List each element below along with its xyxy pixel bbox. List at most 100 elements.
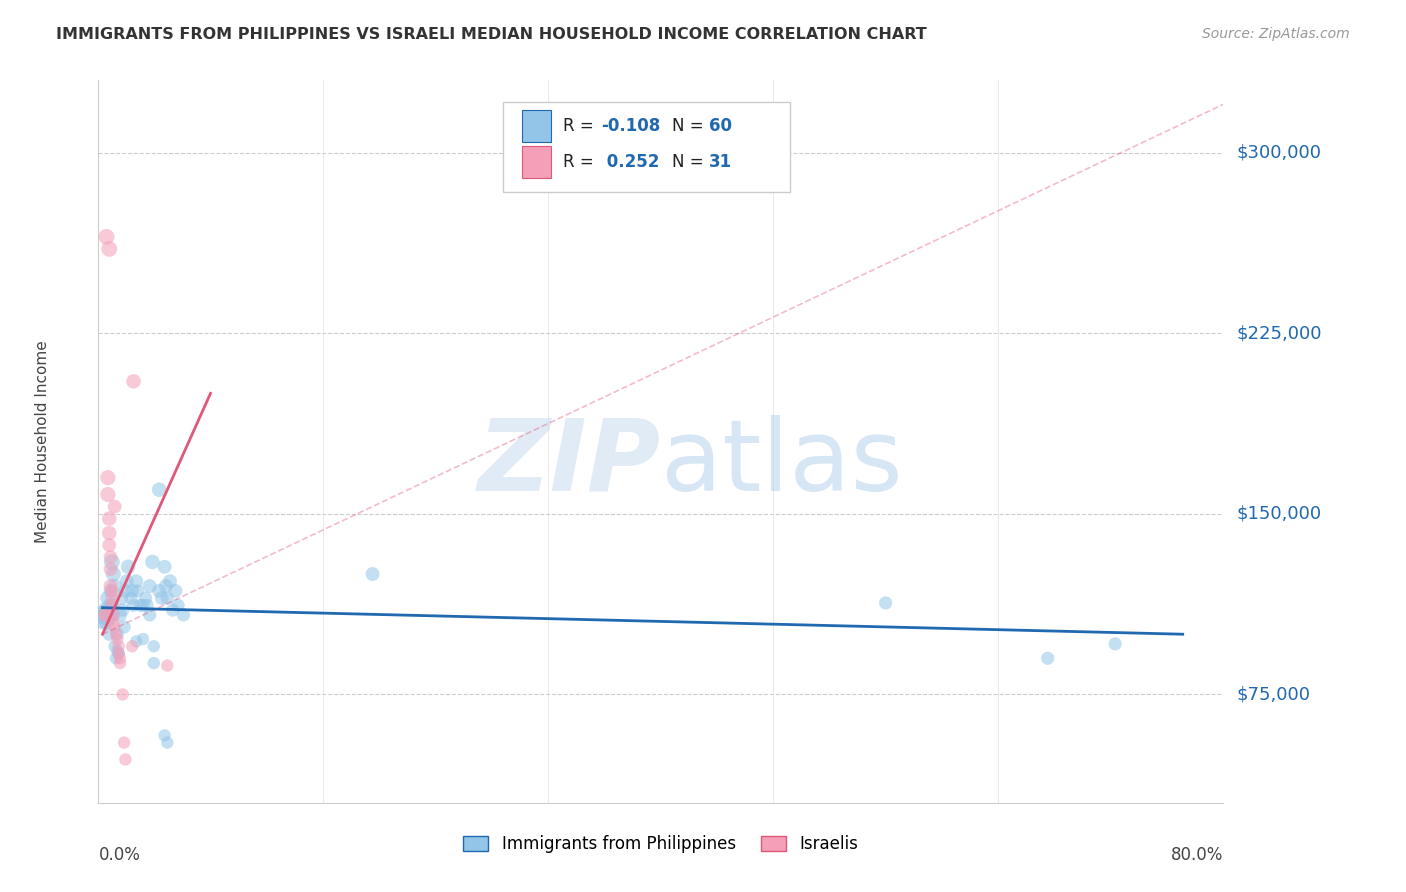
Point [98,526,121,541]
Point [104,579,127,593]
Point [100,550,122,565]
Point [114,752,136,766]
Point [105,644,128,658]
Point [148,583,170,598]
Point [153,559,176,574]
Point [148,483,170,497]
Point [167,599,190,613]
Point [1036,651,1059,665]
Point [125,634,148,648]
Point [127,583,149,598]
Point [101,555,124,569]
Point [97,487,120,501]
Text: $300,000: $300,000 [1237,144,1322,161]
Text: N =: N = [672,153,709,171]
Point [94,607,117,622]
Text: IMMIGRANTS FROM PHILIPPINES VS ISRAELI MEDIAN HOUSEHOLD INCOME CORRELATION CHART: IMMIGRANTS FROM PHILIPPINES VS ISRAELI M… [56,27,927,42]
Point [101,599,124,613]
Point [141,555,163,569]
Point [98,511,121,525]
Point [93,610,115,624]
Point [114,583,136,598]
Legend: Immigrants from Philippines, Israelis: Immigrants from Philippines, Israelis [457,828,865,860]
Point [159,574,181,589]
Point [101,591,124,606]
Point [112,735,135,749]
Point [361,567,384,582]
Point [97,591,120,606]
Point [136,599,159,613]
Point [100,607,122,622]
Text: Source: ZipAtlas.com: Source: ZipAtlas.com [1202,27,1350,41]
Text: $150,000: $150,000 [1237,505,1322,523]
Point [173,607,195,622]
Point [155,579,177,593]
Point [103,615,125,630]
Point [98,599,121,613]
Point [129,599,152,613]
Point [103,607,125,622]
Text: N =: N = [672,117,709,135]
Text: 0.252: 0.252 [602,153,659,171]
Point [97,471,120,485]
Point [132,599,155,613]
Text: $225,000: $225,000 [1237,324,1322,343]
Point [135,591,157,606]
Text: -0.108: -0.108 [602,117,661,135]
Point [115,574,138,589]
Point [162,603,184,617]
Point [121,639,143,653]
Text: $75,000: $75,000 [1237,685,1310,704]
Point [138,607,160,622]
Point [101,583,124,598]
Point [111,687,134,701]
Point [111,603,134,617]
Point [103,607,125,622]
Text: 0.0%: 0.0% [98,847,141,864]
Point [97,607,120,622]
Text: R =: R = [562,153,599,171]
Text: 31: 31 [709,153,733,171]
Point [98,242,121,256]
Point [104,620,127,634]
Point [156,735,179,749]
Point [108,651,131,665]
Point [105,632,128,646]
Point [142,639,165,653]
Point [122,599,145,613]
Point [103,567,125,582]
Point [104,651,127,665]
Point [107,647,129,661]
Point [110,591,132,606]
Text: atlas: atlas [661,415,903,512]
Point [150,591,173,606]
Point [96,615,118,630]
Point [156,658,179,673]
Point [125,574,148,589]
Text: ZIP: ZIP [478,415,661,512]
Point [107,647,129,661]
Point [875,596,897,610]
Point [100,583,122,598]
Point [96,607,118,622]
Text: 60: 60 [709,117,733,135]
Point [153,728,176,742]
Point [100,562,122,576]
Point [94,607,117,622]
Point [105,627,128,641]
Point [96,603,118,617]
Point [107,639,129,653]
Text: Median Household Income: Median Household Income [35,340,49,543]
FancyBboxPatch shape [503,102,790,193]
Point [142,656,165,670]
Point [98,627,121,641]
Point [104,639,127,653]
Point [1104,637,1126,651]
Point [117,559,139,574]
Point [96,230,118,244]
Point [120,591,142,606]
Text: 80.0%: 80.0% [1171,847,1223,864]
Point [165,583,187,598]
Point [98,538,121,552]
Point [112,620,135,634]
